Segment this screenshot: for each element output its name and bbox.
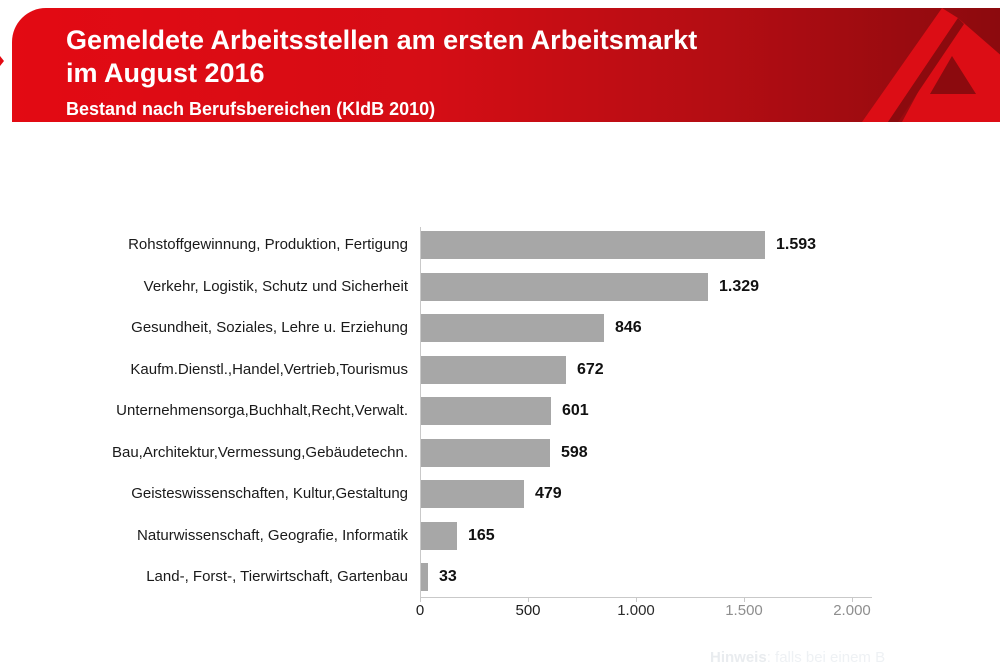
x-tick-label: 0 [415, 602, 425, 619]
bar-value-label: 601 [562, 402, 589, 419]
x-tick-mark [528, 598, 529, 602]
y-axis-line [420, 227, 421, 597]
bar-value-label: 846 [615, 319, 642, 336]
x-tick-mark [744, 598, 745, 602]
footnote-label: Hinweis [710, 649, 767, 666]
page-subtitle: Bestand nach Berufsbereichen (KldB 2010) [66, 99, 436, 119]
category-label: Land-, Forst-, Tierwirtschaft, Gartenbau [146, 568, 408, 585]
bar [421, 314, 604, 342]
x-tick-mark [636, 598, 637, 602]
header-banner: Gemeldete Arbeitsstellen am ersten Arbei… [12, 8, 1000, 122]
bar [421, 272, 708, 301]
category-label: Naturwissenschaft, Geografie, Informatik [137, 526, 408, 544]
category-label: Rohstoffgewinnung, Produktion, Fertigung [128, 236, 408, 253]
bar [421, 355, 566, 384]
bar-value-label: 1.593 [776, 236, 817, 253]
footnote: Hinweis: falls bei einem B [710, 649, 885, 666]
bar-value-label: 479 [535, 485, 562, 502]
bar-value-label: 165 [468, 526, 495, 544]
page-title-line2: im August 2016 [66, 58, 265, 88]
bar [421, 438, 550, 467]
page-title-line1: Gemeldete Arbeitsstellen am ersten Arbei… [66, 25, 698, 55]
x-tick-mark [852, 598, 853, 602]
x-tick-label: 1.500 [725, 602, 763, 619]
x-tick-label: 2.000 [833, 602, 871, 619]
left-edge-accent [0, 56, 4, 66]
bundesagentur-logo-icon [862, 8, 1000, 122]
category-label: Unternehmensorga,Buchhalt,Recht,Verwalt. [116, 402, 408, 419]
bar [421, 480, 524, 508]
bar [421, 521, 457, 550]
bar-chart: Rohstoffgewinnung, Produktion, Fertigung… [60, 0, 1000, 666]
category-label: Bau,Architektur,Vermessung,Gebäudetechn. [111, 443, 408, 461]
category-label: Geisteswissenschaften, Kultur,Gestaltung [131, 485, 408, 502]
category-label: Gesundheit, Soziales, Lehre u. Erziehung [131, 319, 408, 336]
category-label: Verkehr, Logistik, Schutz und Sicherheit [143, 277, 408, 295]
x-tick-label: 1.000 [617, 602, 655, 619]
bar-value-label: 598 [561, 443, 588, 461]
x-tick-label: 500 [515, 602, 541, 619]
bar-value-label: 33 [439, 568, 457, 585]
bar [421, 397, 551, 425]
header-text: Gemeldete Arbeitsstellen am ersten Arbei… [66, 24, 697, 120]
bar [421, 563, 428, 591]
x-tick-mark [420, 598, 421, 602]
bar-value-label: 672 [577, 360, 604, 378]
bar-value-label: 1.329 [719, 277, 760, 295]
category-label: Kaufm.Dienstl.,Handel,Vertrieb,Tourismus [130, 360, 408, 378]
footnote-text: : falls bei einem B [766, 649, 886, 666]
bar [421, 231, 765, 259]
x-axis-line [420, 597, 872, 598]
